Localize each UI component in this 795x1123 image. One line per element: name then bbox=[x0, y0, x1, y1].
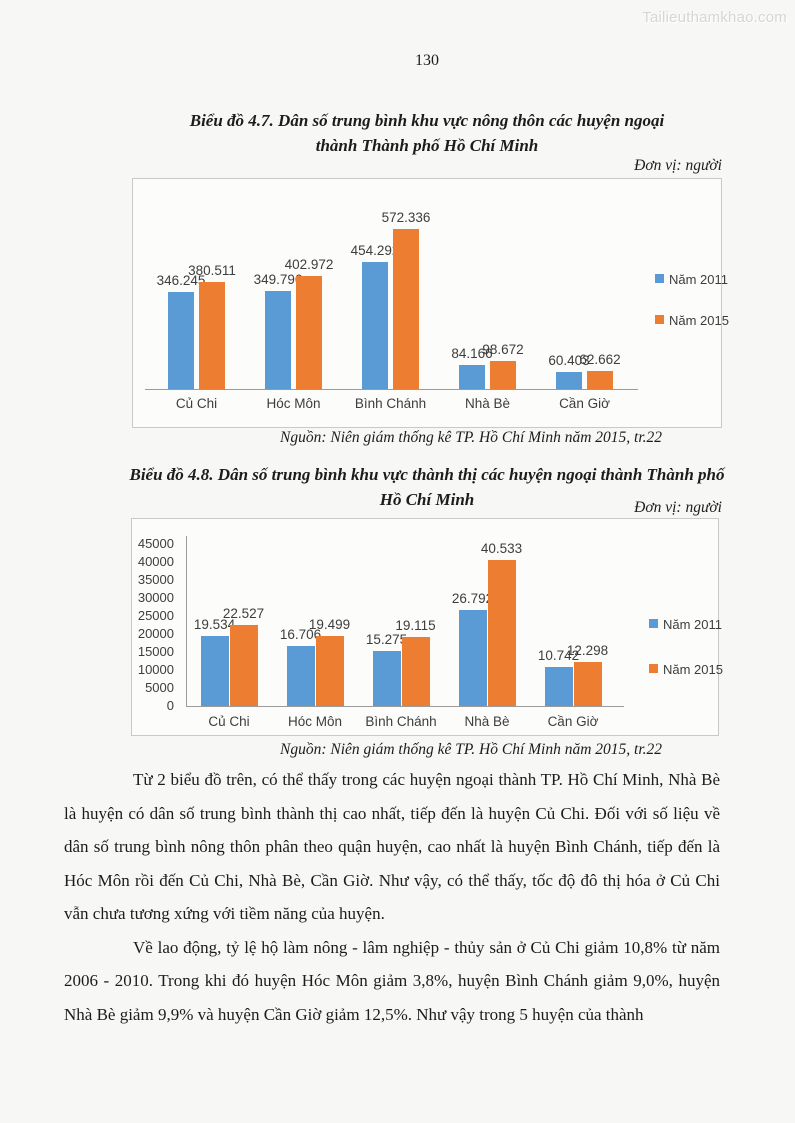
legend-label: Năm 2011 bbox=[663, 617, 723, 632]
bar-value-label: 349.796 bbox=[253, 272, 303, 287]
chart1-title-line2: thành Thành phố Hồ Chí Minh bbox=[315, 136, 539, 155]
legend-swatch bbox=[655, 315, 664, 324]
bar-nam-2015 bbox=[393, 229, 419, 389]
category-label: Hóc Môn bbox=[287, 714, 343, 729]
y-tick-label: 15000 bbox=[137, 644, 174, 659]
legend-swatch bbox=[649, 664, 658, 673]
chart-population-rural: 346.245 380.511 Củ Chi 349.796 402.972 Hóc Mô… bbox=[132, 178, 729, 428]
y-tick-label: 25000 bbox=[137, 608, 174, 623]
bar-value-label: 15.275 bbox=[365, 632, 408, 647]
chart2-title-line2: Hồ Chí Minh bbox=[379, 490, 475, 509]
x-axis-line bbox=[186, 706, 624, 707]
y-tick-label: 35000 bbox=[137, 572, 174, 587]
bar-value-label: 98.672 bbox=[482, 342, 524, 357]
category-label: Cần Giờ bbox=[559, 396, 610, 411]
bar-nam-2015 bbox=[229, 625, 258, 706]
chart2-title-line1: Biểu đồ 4.8. Dân số trung bình khu vực t… bbox=[129, 465, 725, 484]
bar-value-label: 402.972 bbox=[284, 257, 334, 272]
legend-swatch bbox=[655, 274, 664, 283]
category-label: Hóc Môn bbox=[266, 396, 321, 411]
y-tick-label: 30000 bbox=[137, 590, 174, 605]
paragraph-1: Từ 2 biểu đồ trên, có thể thấy trong các… bbox=[64, 770, 720, 923]
category-label: Bình Chánh bbox=[354, 396, 427, 411]
bar-nam-2011 bbox=[372, 651, 401, 706]
bar-value-label: 60.403 bbox=[548, 353, 590, 368]
bar-value-label: 62.662 bbox=[579, 352, 621, 367]
bar-value-label: 16.706 bbox=[279, 627, 322, 642]
bar-nam-2015 bbox=[487, 560, 516, 706]
bar-nam-2015 bbox=[573, 662, 602, 706]
bar-value-label: 346.245 bbox=[156, 273, 206, 288]
chart1-source: Nguồn: Niên giám thống kê TP. Hồ Chí Min… bbox=[280, 429, 663, 446]
chart-population-urban: 0 5000 10000 15000 20000 25000 30000 35000 40000… bbox=[131, 518, 723, 736]
paragraph-2: Về lao động, tỷ lệ hộ làm nông - lâm ngh… bbox=[64, 937, 720, 1024]
body-text: Từ 2 biểu đồ trên, có thể thấy trong các… bbox=[64, 763, 720, 1031]
bar-value-label: 19.115 bbox=[395, 618, 436, 633]
x-axis-line bbox=[145, 389, 638, 390]
category-label: Nhà Bè bbox=[464, 396, 511, 411]
chart1-title: Biểu đồ 4.7. Dân số trung bình khu vực n… bbox=[102, 108, 752, 158]
bar-nam-2011 bbox=[459, 365, 485, 389]
bar-value-label: 10.742 bbox=[537, 648, 580, 663]
bar-nam-2015 bbox=[401, 637, 430, 706]
category-label: Nhà Bè bbox=[464, 714, 510, 729]
category-label: Cần Giờ bbox=[547, 714, 599, 729]
bar-nam-2011 bbox=[286, 646, 315, 706]
bar-value-label: 22.527 bbox=[222, 606, 265, 621]
chart2-unit-label: Đơn vị: người bbox=[634, 499, 722, 516]
category-label: Củ Chi bbox=[208, 714, 250, 729]
y-tick-label: 40000 bbox=[137, 554, 174, 569]
y-tick-label: 10000 bbox=[137, 662, 174, 677]
page-number: 130 bbox=[415, 52, 439, 69]
bar-nam-2015 bbox=[490, 361, 516, 389]
bar-value-label: 454.292 bbox=[350, 243, 400, 258]
chart2-source: Nguồn: Niên giám thống kê TP. Hồ Chí Min… bbox=[280, 741, 663, 758]
bar-nam-2011 bbox=[265, 291, 291, 389]
bar-nam-2015 bbox=[199, 282, 225, 389]
watermark-text: Tailieuthamkhao.com bbox=[642, 9, 787, 26]
chart2-title: Biểu đồ 4.8. Dân số trung bình khu vực t… bbox=[102, 462, 752, 512]
bar-nam-2011 bbox=[168, 292, 194, 389]
bar-value-label: 26.792 bbox=[451, 591, 494, 606]
bar-value-label: 84.166 bbox=[451, 346, 493, 361]
bar-nam-2015 bbox=[587, 371, 613, 389]
chart1-unit-label: Đơn vị: người bbox=[634, 157, 722, 174]
bar-nam-2015 bbox=[296, 276, 322, 389]
bar-value-label: 12.298 bbox=[566, 643, 609, 658]
bar-value-label: 19.534 bbox=[193, 617, 236, 632]
legend-label: Năm 2015 bbox=[663, 662, 723, 677]
bar-nam-2011 bbox=[200, 636, 229, 706]
legend-label: Năm 2011 bbox=[669, 272, 729, 287]
bar-nam-2011 bbox=[458, 610, 487, 706]
chart1-title-line1: Biểu đồ 4.7. Dân số trung bình khu vực n… bbox=[189, 111, 665, 130]
bar-nam-2011 bbox=[544, 667, 573, 706]
legend-swatch bbox=[649, 619, 658, 628]
y-tick-label: 45000 bbox=[137, 536, 174, 551]
y-tick-label: 5000 bbox=[145, 680, 174, 695]
y-tick-label: 0 bbox=[166, 698, 174, 713]
legend-label: Năm 2015 bbox=[669, 313, 729, 328]
y-tick-label: 20000 bbox=[137, 626, 174, 641]
category-label: Củ Chi bbox=[175, 396, 218, 411]
bar-value-label: 572.336 bbox=[381, 210, 431, 225]
bar-value-label: 40.533 bbox=[480, 541, 523, 556]
bar-value-label: 380.511 bbox=[188, 263, 236, 278]
bar-value-label: 19.499 bbox=[308, 617, 351, 632]
category-label: Bình Chánh bbox=[365, 714, 437, 729]
y-axis-line bbox=[186, 536, 187, 706]
bar-nam-2011 bbox=[362, 262, 388, 389]
bar-nam-2011 bbox=[556, 372, 582, 389]
bar-nam-2015 bbox=[315, 636, 344, 706]
